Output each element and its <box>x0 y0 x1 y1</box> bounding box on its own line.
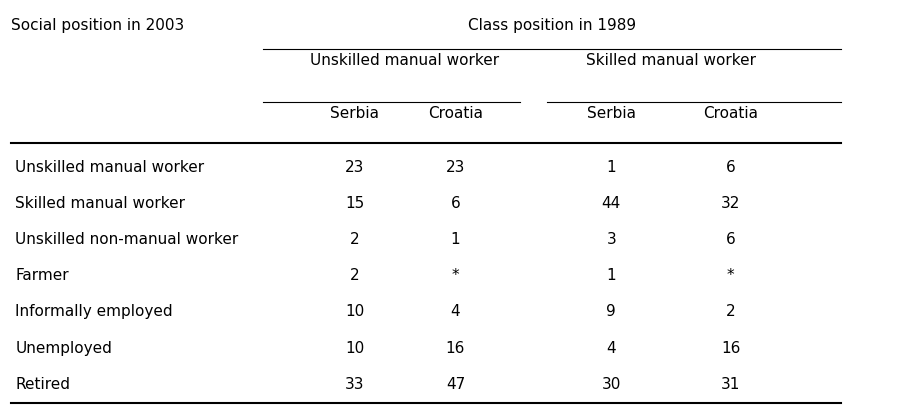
Text: Informally employed: Informally employed <box>15 304 173 319</box>
Text: Class position in 1989: Class position in 1989 <box>467 18 635 33</box>
Text: Serbia: Serbia <box>586 106 635 121</box>
Text: 4: 4 <box>450 304 460 319</box>
Text: 47: 47 <box>446 377 464 392</box>
Text: Retired: Retired <box>15 377 70 392</box>
Text: 1: 1 <box>606 160 616 175</box>
Text: *: * <box>451 268 459 283</box>
Text: Unskilled non-manual worker: Unskilled non-manual worker <box>15 232 238 247</box>
Text: Skilled manual worker: Skilled manual worker <box>15 196 185 211</box>
Text: 2: 2 <box>349 268 359 283</box>
Text: 6: 6 <box>725 232 734 247</box>
Text: Farmer: Farmer <box>15 268 69 283</box>
Text: 23: 23 <box>345 160 364 175</box>
Text: 3: 3 <box>606 232 616 247</box>
Text: 30: 30 <box>601 377 620 392</box>
Text: 32: 32 <box>720 196 740 211</box>
Text: 2: 2 <box>725 304 734 319</box>
Text: 1: 1 <box>450 232 460 247</box>
Text: Social position in 2003: Social position in 2003 <box>10 18 184 33</box>
Text: 15: 15 <box>345 196 364 211</box>
Text: *: * <box>726 268 733 283</box>
Text: 4: 4 <box>606 341 616 356</box>
Text: 6: 6 <box>725 160 734 175</box>
Text: 1: 1 <box>606 268 616 283</box>
Text: Croatia: Croatia <box>702 106 757 121</box>
Text: Croatia: Croatia <box>427 106 482 121</box>
Text: 10: 10 <box>345 304 364 319</box>
Text: 33: 33 <box>345 377 364 392</box>
Text: 31: 31 <box>720 377 740 392</box>
Text: 6: 6 <box>450 196 460 211</box>
Text: Skilled manual worker: Skilled manual worker <box>585 53 755 68</box>
Text: 23: 23 <box>445 160 465 175</box>
Text: 44: 44 <box>601 196 620 211</box>
Text: 2: 2 <box>349 232 359 247</box>
Text: Unskilled manual worker: Unskilled manual worker <box>15 160 204 175</box>
Text: 16: 16 <box>445 341 465 356</box>
Text: Unskilled manual worker: Unskilled manual worker <box>310 53 499 68</box>
Text: 16: 16 <box>720 341 740 356</box>
Text: Unemployed: Unemployed <box>15 341 112 356</box>
Text: Serbia: Serbia <box>330 106 379 121</box>
Text: 9: 9 <box>606 304 616 319</box>
Text: 10: 10 <box>345 341 364 356</box>
